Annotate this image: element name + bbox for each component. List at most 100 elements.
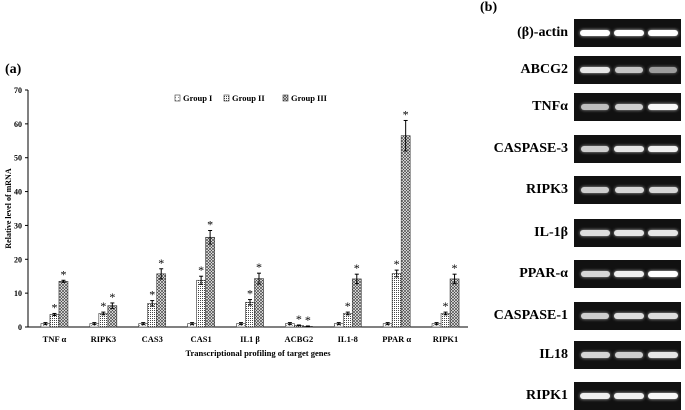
gel-row-label: CASPASE-3	[493, 141, 568, 156]
y-axis-label: Relative level of mRNA	[4, 168, 13, 248]
bar-group-ii	[98, 313, 109, 328]
panel-a-label: (a)	[5, 62, 22, 77]
y-tick-label: 0	[18, 323, 22, 332]
y-tick-label: 30	[14, 221, 22, 230]
bar-group-ii	[49, 314, 60, 328]
significance-marker: *	[256, 260, 262, 274]
legend-label: Group I	[183, 93, 213, 103]
gel-row-label: RIPK1	[526, 388, 568, 403]
bar-group-ii	[147, 302, 158, 328]
gel-band	[580, 30, 610, 36]
gel-band	[648, 393, 678, 399]
significance-marker: *	[296, 312, 302, 326]
significance-marker: *	[158, 256, 164, 270]
x-tick-label: RIPK3	[91, 334, 117, 344]
panel-b-label: (b)	[480, 0, 498, 15]
gel-row-label: CASPASE-1	[493, 308, 568, 323]
significance-marker: *	[149, 288, 155, 302]
gel-row-label: PPAR-α	[519, 266, 568, 281]
bar-group-iii	[400, 135, 411, 328]
western-blot-panel: (β)-actin ABCG2 TNFα CASPASE-3 RIPK3 IL-1β PPA…	[470, 0, 685, 410]
significance-marker: *	[100, 299, 106, 313]
gel-row-label: IL18	[539, 347, 568, 362]
gel-band	[580, 230, 610, 236]
gel-band	[580, 187, 610, 193]
bar-group-ii	[440, 313, 451, 328]
significance-marker: *	[443, 299, 449, 313]
bar-group-iii	[58, 280, 69, 328]
gel-lane-strip	[574, 260, 681, 288]
legend-label: Group II	[232, 93, 265, 103]
gel-band	[580, 313, 610, 319]
x-tick-label: TNF α	[43, 334, 67, 344]
legend-swatch	[282, 94, 289, 102]
gel-band	[614, 313, 644, 319]
gel-lane-strip	[574, 176, 681, 204]
gel-band	[614, 30, 644, 36]
significance-marker: *	[198, 263, 204, 277]
gel-band	[580, 104, 610, 110]
y-tick-label: 20	[14, 255, 22, 264]
significance-marker: *	[354, 261, 360, 275]
gel-lane-strip	[574, 93, 681, 121]
gel-band	[648, 104, 678, 110]
significance-marker: *	[394, 257, 400, 271]
bar-group-iii	[449, 278, 460, 328]
significance-marker: *	[51, 300, 57, 314]
x-tick-label: ACBG2	[284, 334, 313, 344]
gel-band	[614, 104, 644, 110]
bar-group-ii	[196, 279, 206, 328]
gel-band	[648, 30, 678, 36]
significance-marker: *	[345, 299, 351, 313]
gel-band	[648, 313, 678, 319]
gel-band	[614, 352, 644, 358]
significance-marker: *	[109, 290, 115, 304]
x-tick-label: CAS3	[142, 334, 163, 344]
gel-band	[649, 67, 677, 73]
bar-group-ii	[245, 301, 255, 328]
x-tick-label: IL1 β	[240, 334, 260, 344]
gel-band	[580, 271, 610, 277]
gel-band	[614, 393, 644, 399]
gel-lane-strip	[574, 135, 681, 163]
gel-lane-strip	[574, 302, 681, 330]
significance-marker: *	[403, 107, 409, 121]
gel-band	[580, 67, 610, 73]
bar-group-iii	[205, 236, 215, 328]
gel-band	[614, 146, 644, 152]
legend-swatch	[174, 94, 181, 102]
gel-row-label: RIPK3	[526, 182, 568, 197]
bar-group-ii	[391, 273, 402, 328]
gel-band	[614, 230, 644, 236]
y-tick-label: 40	[14, 188, 22, 197]
gel-band	[648, 230, 678, 236]
bar-group-iii	[254, 278, 264, 328]
gel-row-label: ABCG2	[520, 62, 568, 77]
legend-label: Group III	[291, 93, 328, 103]
bar-group-ii	[342, 313, 353, 328]
gel-band	[614, 271, 644, 277]
x-tick-label: CAS1	[190, 334, 211, 344]
significance-marker: *	[60, 267, 66, 281]
gel-band	[648, 187, 678, 193]
x-tick-label: PPAR α	[382, 334, 411, 344]
gel-lane-strip	[574, 219, 681, 247]
y-tick-label: 70	[14, 86, 22, 95]
y-tick-label: 60	[14, 120, 22, 129]
x-tick-label: IL1-8	[338, 334, 358, 344]
y-tick-label: 10	[14, 289, 22, 298]
gel-lane-strip	[574, 19, 681, 47]
significance-marker: *	[247, 287, 253, 301]
gel-row-label: TNFα	[532, 99, 568, 114]
gel-lane-strip	[574, 382, 681, 410]
significance-marker: *	[305, 313, 311, 327]
gel-row-label: (β)-actin	[517, 25, 568, 40]
gel-band	[648, 352, 678, 358]
bar-group-iii	[351, 278, 362, 328]
gel-lane-strip	[574, 56, 681, 84]
gel-band	[614, 187, 644, 193]
gel-band	[648, 271, 678, 277]
gel-lane-strip	[574, 341, 681, 369]
gel-band	[580, 393, 610, 399]
y-tick-label: 50	[14, 154, 22, 163]
